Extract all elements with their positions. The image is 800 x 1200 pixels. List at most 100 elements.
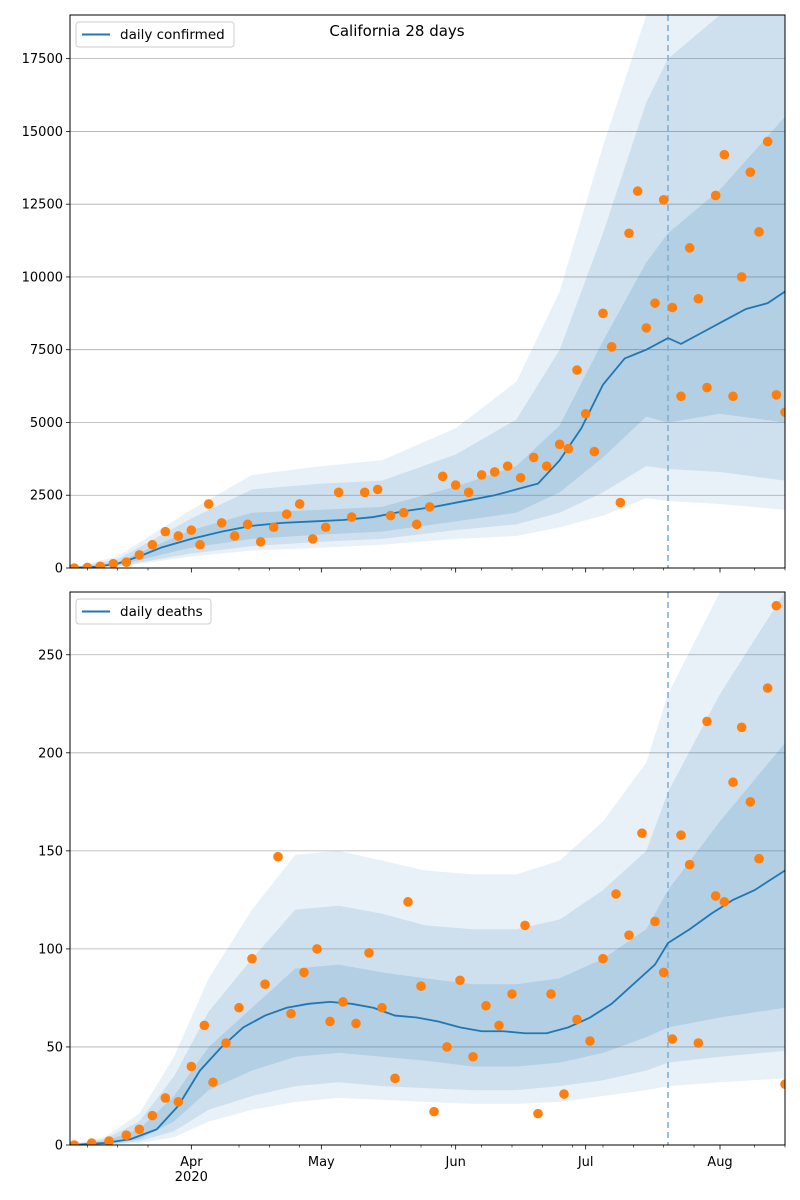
observed-point: [684, 243, 695, 253]
observed-point: [229, 531, 240, 541]
observed-point: [121, 1130, 132, 1140]
observed-point: [95, 561, 106, 568]
observed-point: [186, 1061, 197, 1072]
y-tick-label: 100: [38, 942, 63, 957]
legend-label: daily deaths: [120, 604, 203, 620]
observed-point: [572, 365, 582, 375]
observed-point: [589, 446, 600, 457]
observed-point: [108, 558, 119, 568]
y-tick-label: 12500: [22, 198, 63, 213]
observed-point: [771, 390, 782, 400]
observed-point: [502, 461, 513, 471]
x-tick-label: Apr: [180, 1155, 203, 1170]
observed-point: [359, 487, 370, 498]
observed-point: [624, 228, 634, 239]
legend: daily deaths: [75, 598, 212, 625]
band-80pct: [70, 116, 785, 568]
observed-point: [299, 967, 309, 978]
observed-point: [294, 499, 305, 509]
x-axis-ticks: [87, 568, 786, 573]
observed-point: [286, 1008, 296, 1019]
observed-point: [104, 1136, 114, 1145]
observed-point: [429, 1106, 439, 1117]
observed-points: [70, 136, 785, 568]
y-tick-label: 50: [46, 1040, 63, 1055]
axes-frame: [69, 591, 786, 1146]
observed-point: [195, 539, 205, 550]
observed-point: [372, 484, 383, 495]
observed-point: [580, 408, 591, 419]
observed-point: [745, 167, 756, 177]
uncertainty-bands: [70, 592, 785, 1145]
observed-point: [416, 981, 426, 991]
observed-point: [546, 989, 556, 999]
observed-point: [719, 149, 730, 160]
observed-point: [710, 891, 721, 901]
observed-point: [260, 979, 270, 989]
observed-point: [780, 407, 785, 418]
observed-point: [710, 190, 721, 201]
observed-point: [312, 944, 322, 954]
observed-point: [411, 519, 422, 530]
observed-point: [82, 562, 93, 568]
observed-point: [615, 497, 626, 508]
observed-point: [676, 391, 686, 402]
y-gridlines: [70, 58, 785, 496]
observed-point: [333, 487, 344, 498]
series-line-path: [70, 869, 785, 1145]
observed-point: [667, 302, 678, 313]
observed-point: [186, 525, 197, 535]
y-tick-label: 250: [38, 648, 63, 663]
observed-point: [70, 1140, 80, 1145]
observed-point: [203, 499, 214, 509]
observed-point: [134, 550, 145, 560]
observed-point: [476, 470, 487, 480]
observed-point: [437, 471, 448, 482]
observed-point: [494, 1020, 504, 1031]
y-tick-label: 200: [38, 746, 63, 761]
observed-point: [234, 1002, 244, 1013]
observed-point: [771, 600, 782, 611]
legend-label: daily confirmed: [120, 27, 225, 43]
observed-point: [702, 716, 712, 727]
x-tick-label: May: [308, 1155, 335, 1170]
confirmed-panel: 0 2500 5000 7500 10000 12500 15000 17500 Califo…: [22, 14, 786, 577]
y-tick-label: 10000: [22, 270, 63, 285]
observed-point: [242, 519, 253, 530]
observed-point: [147, 539, 158, 550]
observed-point: [216, 518, 227, 528]
observed-point: [693, 293, 704, 304]
observed-point: [650, 298, 660, 308]
observed-point: [684, 859, 695, 870]
observed-point: [554, 439, 565, 450]
observed-point: [728, 777, 738, 788]
observed-point: [702, 382, 712, 393]
observed-point: [563, 443, 574, 454]
observed-point: [325, 1016, 335, 1027]
chart-title: California 28 days: [329, 22, 464, 40]
series-line-path: [70, 290, 785, 568]
observed-point: [364, 948, 374, 958]
observed-point: [780, 1079, 785, 1090]
axes-frame: [69, 14, 786, 569]
x-tick-label: Jun: [445, 1155, 466, 1170]
observed-point: [273, 851, 283, 862]
legend-box: [75, 21, 235, 48]
observed-point: [598, 953, 608, 964]
y-tick-label: 150: [38, 844, 63, 859]
observed-point: [637, 828, 647, 839]
y-tick-label: 0: [55, 1139, 63, 1154]
observed-point: [736, 722, 747, 733]
observed-point: [351, 1018, 361, 1029]
uncertainty-bands: [70, 15, 785, 568]
observed-point: [455, 975, 465, 986]
observed-point: [528, 452, 539, 463]
observed-point: [489, 467, 500, 477]
y-axis-ticks: 0 50 100 150 200 250: [38, 648, 70, 1154]
observed-point: [160, 1093, 171, 1103]
y-tick-label: 2500: [30, 489, 63, 504]
y-tick-label: 0: [55, 562, 63, 577]
